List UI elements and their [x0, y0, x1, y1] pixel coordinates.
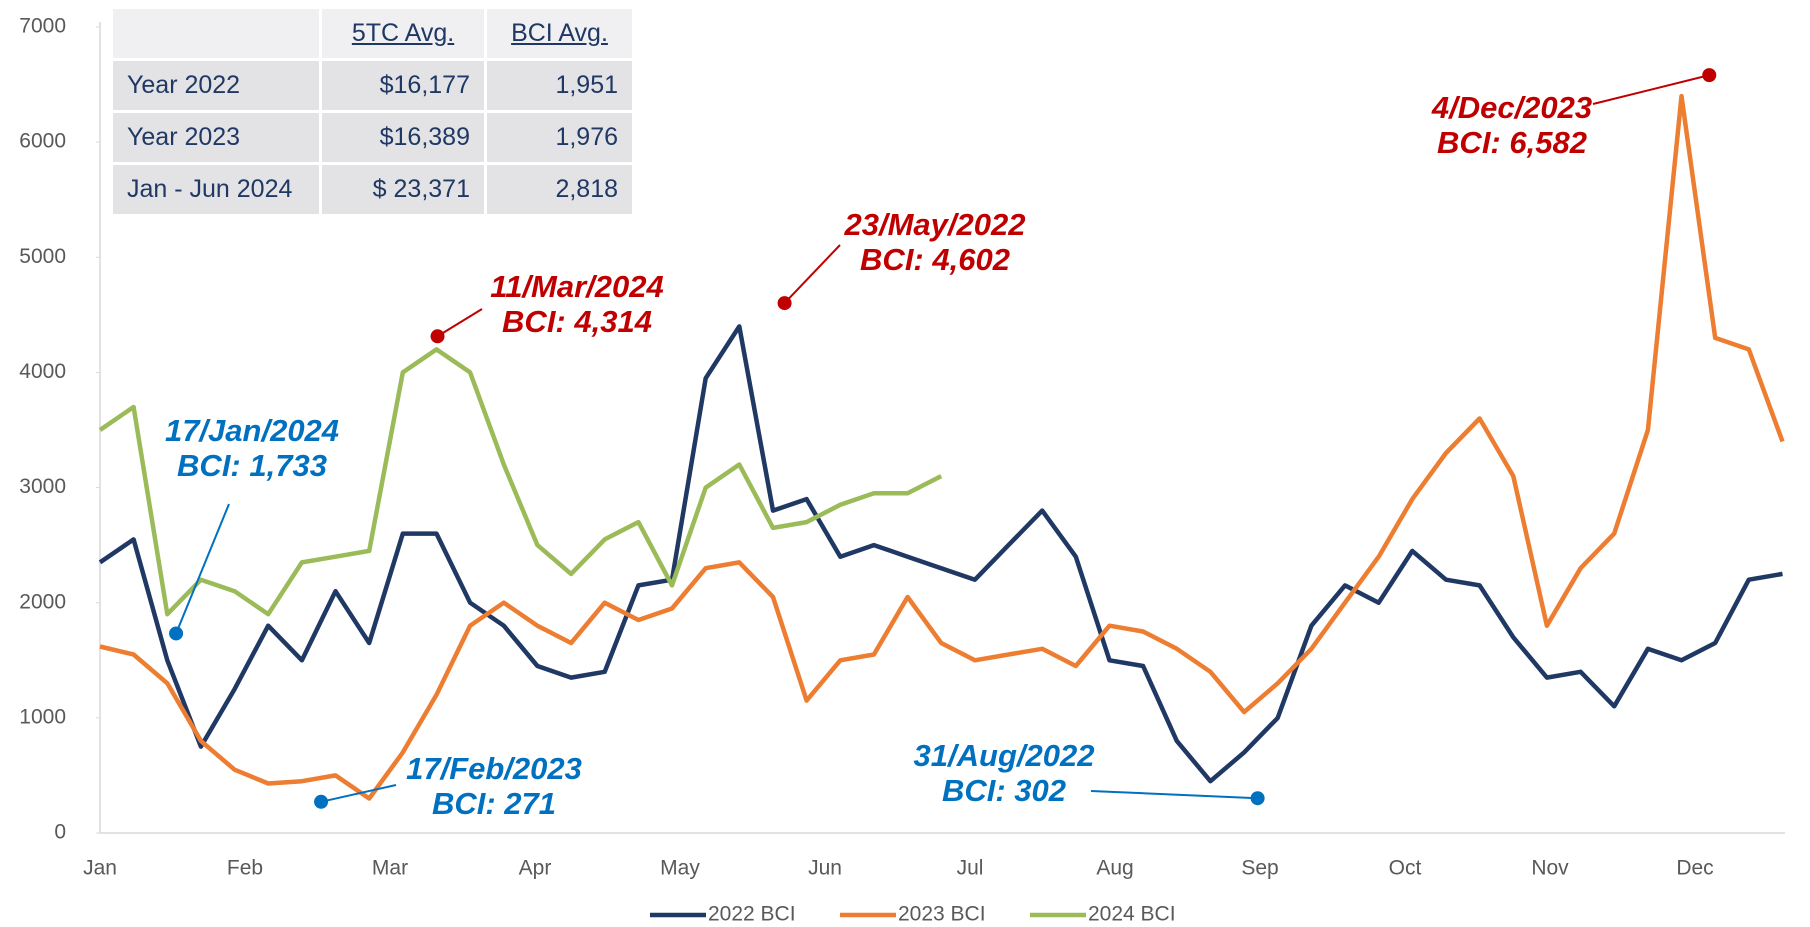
x-tick-label: May [660, 857, 700, 880]
table-cell: $ 23,371 [319, 162, 487, 217]
x-tick-label: Oct [1389, 857, 1422, 880]
annotation-leader [437, 308, 483, 338]
y-tick-label: 2000 [19, 590, 66, 613]
x-tick-label: Mar [372, 857, 408, 880]
legend-label: 2024 BCI [1088, 903, 1176, 926]
annotation-date: 17/Jan/2024 [165, 413, 339, 448]
table-cell: 2,818 [484, 162, 635, 217]
table-header-row: 5TC Avg. BCI Avg. [110, 6, 635, 61]
annotation-date: 4/Dec/2023 [1431, 90, 1592, 125]
x-tick-label: Feb [227, 857, 263, 880]
annotation-leader [175, 503, 230, 634]
annotation-label: BCI: 6,582 [1437, 125, 1587, 160]
column-header: BCI Avg. [484, 6, 635, 61]
y-tick-label: 0 [54, 821, 66, 844]
table-corner [110, 6, 322, 61]
annotation-date: 23/May/2022 [844, 207, 1026, 242]
x-tick-label: Dec [1676, 857, 1713, 880]
series-line [99, 93, 1785, 801]
column-header: 5TC Avg. [319, 6, 487, 61]
annotation-leader [1592, 74, 1710, 105]
x-tick-label: Jan [83, 857, 117, 880]
y-tick-label: 7000 [19, 15, 66, 38]
annotation-leader [1090, 790, 1258, 800]
y-tick-label: 5000 [19, 245, 66, 268]
table-cell: $16,177 [319, 58, 487, 113]
series-line [98, 324, 1783, 784]
y-tick-label: 6000 [19, 130, 66, 153]
x-tick-label: Sep [1241, 857, 1278, 880]
table-cell: 1,951 [484, 58, 635, 113]
annotation-point [1250, 791, 1265, 806]
legend-label: 2022 BCI [708, 903, 796, 926]
x-tick-label: Jun [808, 857, 842, 880]
table-cell: 1,976 [484, 110, 635, 165]
annotation-label: BCI: 302 [942, 773, 1066, 808]
annotation-point [169, 626, 184, 641]
annotation-point [777, 296, 792, 311]
x-tick-label: Nov [1531, 857, 1569, 880]
table-cell: $16,389 [319, 110, 487, 165]
annotation-leader [320, 784, 397, 803]
summary-table: 5TC Avg. BCI Avg. Year 2022 $16,177 1,951 Yea… [110, 6, 635, 217]
y-tick-label: 4000 [19, 360, 66, 383]
x-tick-label: Jul [957, 857, 984, 880]
table-row: Jan - Jun 2024 $ 23,371 2,818 [110, 162, 635, 217]
series-line [98, 347, 943, 617]
x-tick-label: Aug [1096, 857, 1133, 880]
x-tick-label: Apr [519, 857, 552, 880]
y-tick-label: 1000 [19, 705, 66, 728]
annotation-leader [783, 244, 841, 304]
table-row: Year 2022 $16,177 1,951 [110, 58, 635, 113]
annotation-date: 31/Aug/2022 [914, 738, 1095, 773]
y-tick-label: 3000 [19, 475, 66, 498]
table-cell: Jan - Jun 2024 [110, 162, 322, 217]
annotation-point [430, 329, 445, 344]
annotation-label: BCI: 271 [432, 786, 556, 821]
table-row: Year 2023 $16,389 1,976 [110, 110, 635, 165]
table-cell: Year 2022 [110, 58, 322, 113]
annotation-label: BCI: 4,602 [860, 242, 1010, 277]
legend-label: 2023 BCI [898, 903, 986, 926]
annotation-point [1702, 68, 1717, 83]
table-cell: Year 2023 [110, 110, 322, 165]
annotation-label: BCI: 1,733 [177, 448, 327, 483]
annotation-point [314, 794, 329, 809]
annotation-label: BCI: 4,314 [502, 304, 652, 339]
annotation-date: 11/Mar/2024 [490, 269, 664, 304]
annotation-date: 17/Feb/2023 [406, 751, 582, 786]
